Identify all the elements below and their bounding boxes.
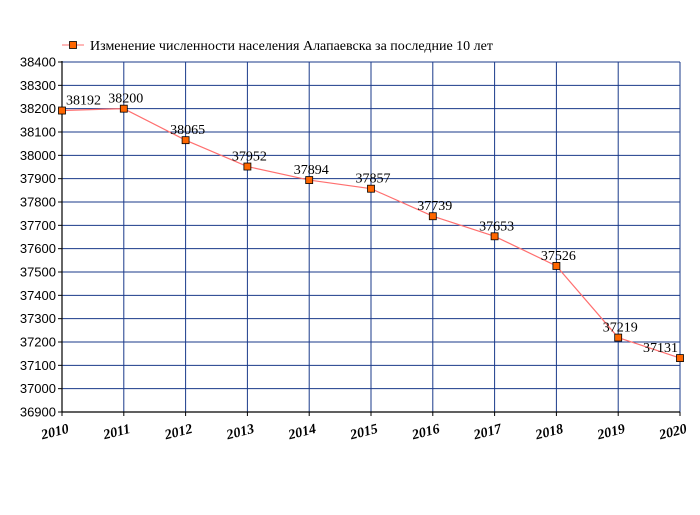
data-point-marker — [305, 176, 314, 184]
y-tick-label: 38100 — [20, 125, 56, 140]
data-point-marker — [552, 262, 561, 270]
data-label: 38192 — [66, 94, 101, 109]
data-label: 37219 — [603, 321, 638, 336]
data-point-marker — [58, 106, 66, 115]
legend: Изменение численности населения Алапаевс… — [62, 39, 493, 54]
data-labels: 38192 38200 38065 37952 37894 37857 37739 37653… — [66, 92, 678, 356]
y-axis-ticks: 36900 37000 37100 37200 37300 37400 37500 37600… — [20, 55, 62, 420]
y-tick-label: 38300 — [20, 78, 56, 93]
y-tick-label: 37900 — [20, 171, 56, 186]
data-label: 37857 — [356, 172, 391, 187]
data-point-marker — [490, 232, 499, 241]
data-label: 38200 — [108, 92, 143, 107]
y-tick-label: 37500 — [20, 265, 56, 280]
data-label: 37952 — [232, 150, 267, 165]
x-tick-label: 2019 — [595, 422, 627, 444]
y-tick-label: 38000 — [20, 148, 56, 163]
y-tick-label: 37000 — [20, 381, 56, 396]
data-point-marker — [181, 136, 190, 145]
x-tick-label: 2018 — [533, 422, 565, 444]
data-label: 37894 — [294, 163, 329, 178]
series-1 — [58, 104, 684, 363]
x-tick-label: 2014 — [286, 422, 318, 444]
y-tick-label: 37600 — [20, 241, 56, 256]
x-axis-ticks: 2010 2011 2012 2013 2014 2015 2016 2017 2018 2019… — [39, 412, 689, 444]
x-tick-label: 2010 — [39, 422, 71, 444]
y-tick-label: 37700 — [20, 218, 56, 233]
y-tick-label: 37200 — [20, 335, 56, 350]
data-label: 37653 — [479, 219, 514, 234]
x-tick-label: 2011 — [101, 422, 132, 443]
x-tick-label: 2013 — [224, 422, 256, 444]
legend-marker — [69, 41, 77, 49]
data-label: 37526 — [541, 249, 576, 264]
data-point-marker — [119, 104, 128, 113]
legend-label: Изменение численности населения Алапаевс… — [90, 39, 493, 54]
x-tick-label: 2012 — [162, 422, 194, 444]
data-point-marker — [243, 162, 252, 171]
y-tick-label: 37400 — [20, 288, 56, 303]
data-label: 37739 — [417, 199, 452, 214]
y-tick-label: 38200 — [20, 101, 56, 116]
x-tick-label: 2016 — [410, 422, 442, 444]
x-tick-label: 2017 — [471, 422, 504, 444]
grid — [62, 61, 681, 412]
data-point-marker — [367, 184, 375, 193]
y-tick-label: 36900 — [20, 405, 56, 420]
x-tick-label: 2015 — [348, 422, 380, 444]
y-tick-label: 37800 — [20, 195, 56, 210]
x-tick-label: 2020 — [657, 422, 689, 444]
y-tick-label: 38400 — [20, 55, 56, 70]
data-label: 37131 — [643, 341, 678, 356]
data-point-marker — [614, 333, 623, 342]
y-tick-label: 37300 — [20, 311, 56, 326]
data-point-marker — [428, 212, 437, 221]
data-point-marker — [676, 354, 684, 363]
y-tick-label: 37100 — [20, 358, 56, 373]
data-label: 38065 — [170, 123, 205, 138]
